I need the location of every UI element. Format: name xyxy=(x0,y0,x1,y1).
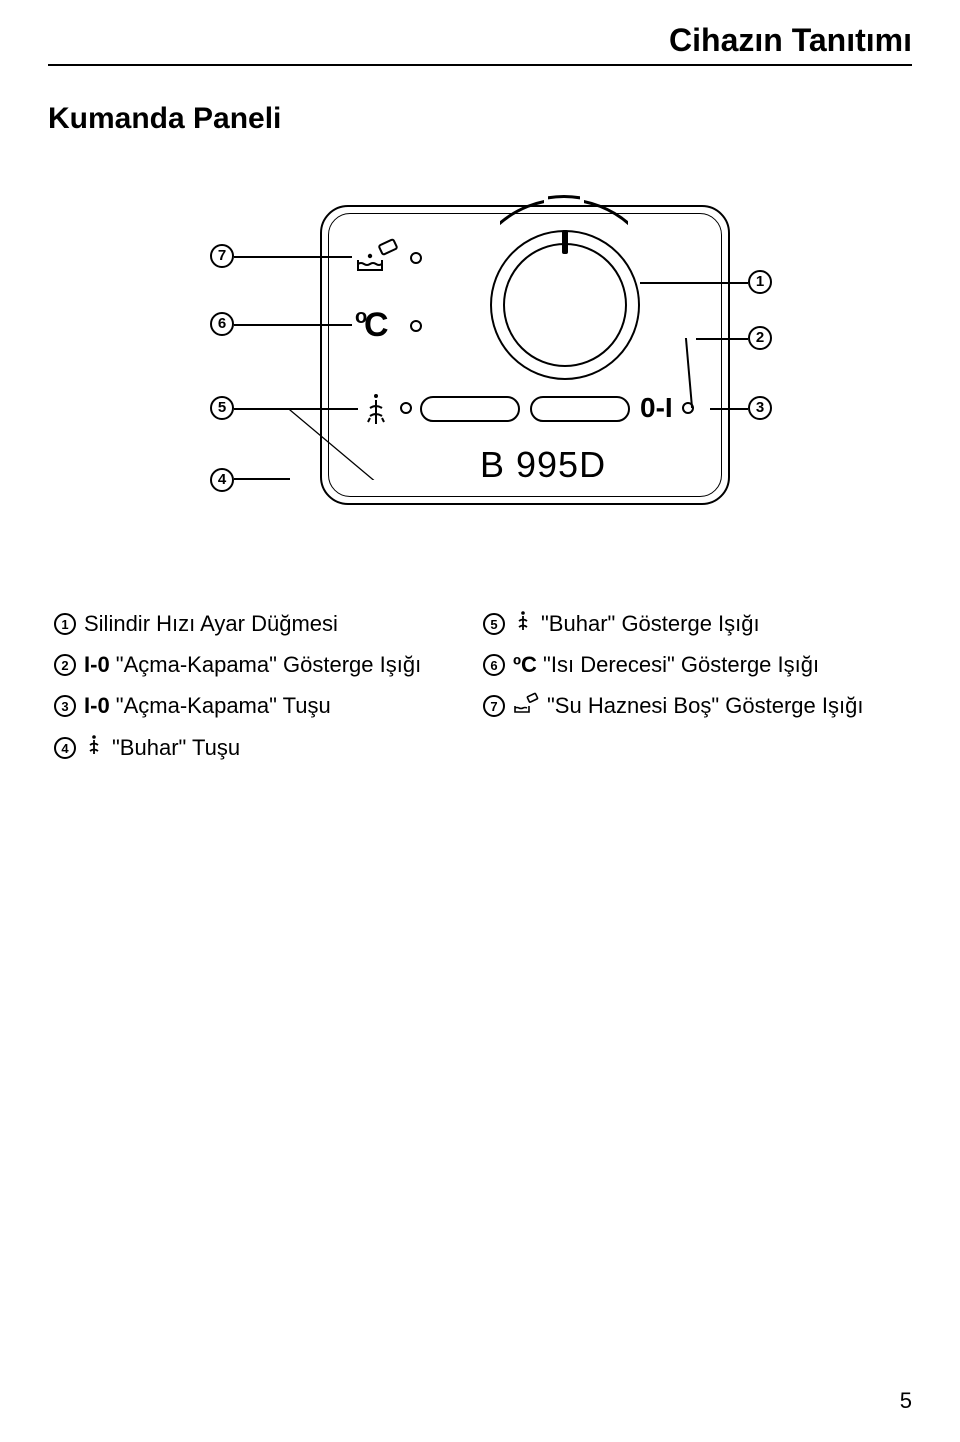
celsius-label: C xyxy=(364,306,389,345)
legend-item-6: 6 ºC "Isı Derecesi" Gösterge Işığı xyxy=(483,652,912,678)
callout-3: 3 xyxy=(748,396,772,420)
legend-text: Silindir Hızı Ayar Düğmesi xyxy=(84,611,338,637)
leader-line xyxy=(696,338,748,340)
legend-text: "Açma-Kapama" Gösterge Işığı xyxy=(110,652,422,677)
legend-num: 3 xyxy=(54,695,76,717)
steam-icon xyxy=(358,390,394,431)
legend-num: 7 xyxy=(483,695,505,717)
power-label: 0-I xyxy=(640,392,673,424)
water-empty-icon xyxy=(352,236,402,281)
legend-item-1: 1 Silindir Hızı Ayar Düğmesi xyxy=(54,610,483,638)
model-number: B 995D xyxy=(480,444,606,486)
steam-icon xyxy=(513,610,533,638)
steam-button xyxy=(420,396,520,422)
legend-num: 6 xyxy=(483,654,505,676)
dial-pointer xyxy=(562,230,568,254)
section-heading: Kumanda Paneli xyxy=(48,102,281,136)
water-empty-led xyxy=(410,252,422,264)
legend-num: 2 xyxy=(54,654,76,676)
callout-2: 2 xyxy=(748,326,772,350)
leader-line xyxy=(234,256,352,258)
page-number: 5 xyxy=(900,1388,912,1414)
leader-line xyxy=(234,408,358,410)
speed-dial-inner xyxy=(503,243,627,367)
legend-num: 4 xyxy=(54,737,76,759)
callout-4: 4 xyxy=(210,468,234,492)
steam-led xyxy=(400,402,412,414)
legend-prefix: I-0 xyxy=(84,652,110,677)
legend-item-7: 7 "Su Haznesi Boş" Gösterge Işığı xyxy=(483,692,912,720)
page-title: Cihazın Tanıtımı xyxy=(669,22,912,59)
legend-item-3: 3 I-0 "Açma-Kapama" Tuşu xyxy=(54,692,483,720)
title-divider xyxy=(48,64,912,66)
legend-item-4: 4 "Buhar" Tuşu xyxy=(54,734,483,762)
legend-text: "Buhar" Tuşu xyxy=(112,735,240,761)
power-button xyxy=(530,396,630,422)
legend-item-5: 5 "Buhar" Gösterge Işığı xyxy=(483,610,912,638)
legend-prefix: I-0 xyxy=(84,693,110,718)
callout-5: 5 xyxy=(210,396,234,420)
callout-6: 6 xyxy=(210,312,234,336)
legend-text: "Açma-Kapama" Tuşu xyxy=(110,693,331,718)
leader-line xyxy=(710,408,748,410)
legend-text: "Buhar" Gösterge Işığı xyxy=(541,611,760,637)
legend-num: 1 xyxy=(54,613,76,635)
steam-icon xyxy=(84,734,104,762)
water-empty-icon xyxy=(513,692,539,720)
legend-item-2: 2 I-0 "Açma-Kapama" Gösterge Işığı xyxy=(54,652,483,678)
callout-7: 7 xyxy=(210,244,234,268)
legend-num: 5 xyxy=(483,613,505,635)
leader-line xyxy=(234,324,352,326)
legend-prefix: ºC xyxy=(513,652,537,677)
leader-line xyxy=(640,282,748,284)
temperature-led xyxy=(410,320,422,332)
leader-line xyxy=(234,478,290,480)
legend-text: "Su Haznesi Boş" Gösterge Işığı xyxy=(547,693,863,719)
callout-1: 1 xyxy=(748,270,772,294)
legend-text: "Isı Derecesi" Gösterge Işığı xyxy=(537,652,819,677)
legend: 1 Silindir Hızı Ayar Düğmesi 5 "Buhar" G… xyxy=(54,610,912,776)
control-panel-diagram: o C 0-I B 995D 7 6 5 4 1 2 3 xyxy=(200,200,760,580)
